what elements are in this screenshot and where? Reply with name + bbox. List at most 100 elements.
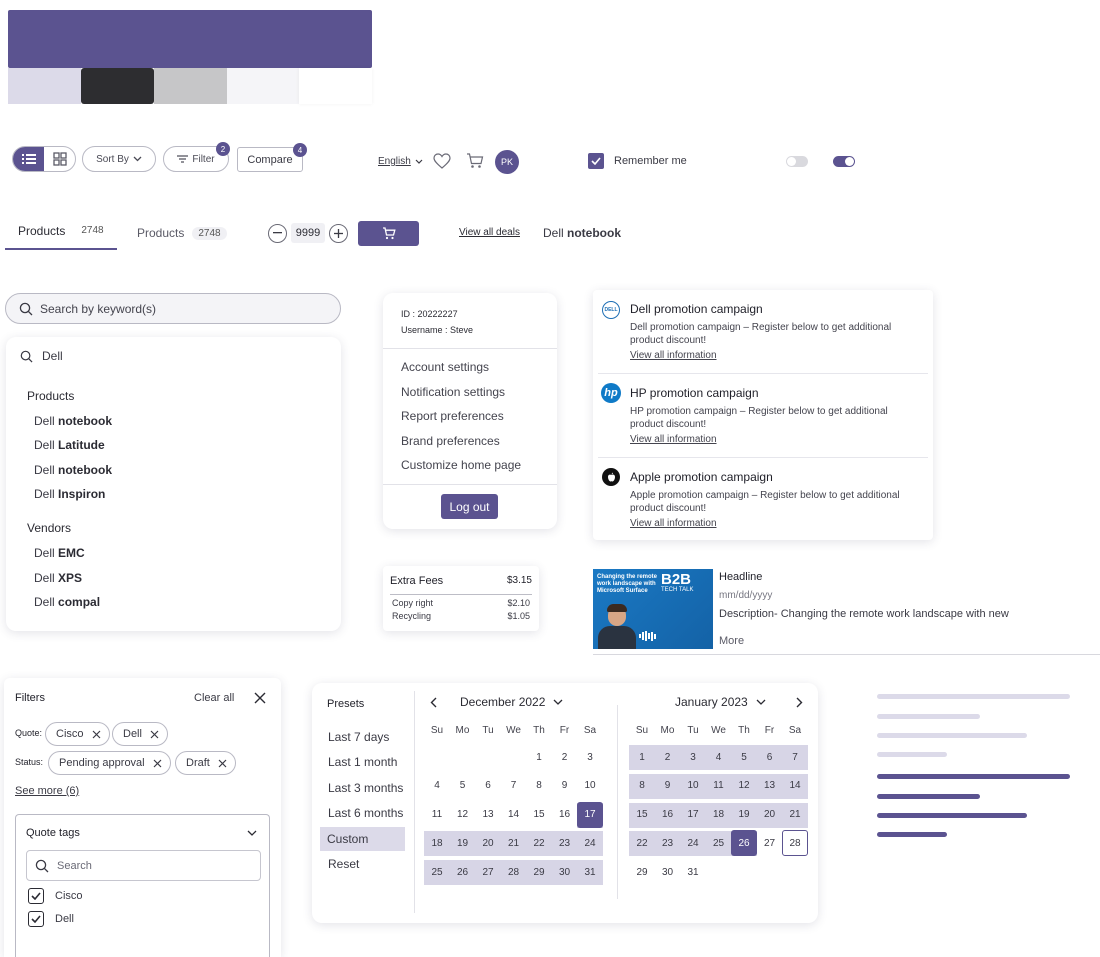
calendar-day[interactable]: 12	[456, 809, 469, 821]
calendar-day[interactable]: 10	[687, 780, 699, 792]
calendar-day[interactable]: 16	[661, 809, 674, 821]
suggestion-item[interactable]: Dell XPS	[34, 571, 82, 585]
close-icon[interactable]	[218, 759, 227, 768]
calendar-day[interactable]: 11	[713, 780, 724, 792]
calendar-day[interactable]: 21	[507, 837, 520, 849]
calendar-day[interactable]: 2	[664, 751, 671, 763]
tab-products-active[interactable]: Products 2748	[5, 224, 117, 250]
menu-item-report-preferences[interactable]: Report preferences	[401, 409, 504, 423]
calendar-day[interactable]: 2	[561, 751, 568, 763]
increment-button[interactable]	[329, 223, 348, 243]
calendar-day[interactable]: 4	[715, 751, 722, 763]
preset-last-7-days[interactable]: Last 7 days	[328, 730, 390, 744]
list-view-button[interactable]	[13, 147, 44, 171]
filter-chip[interactable]: Draft	[175, 751, 236, 775]
calendar-day[interactable]: 16	[558, 809, 571, 821]
calendar-day[interactable]: 3	[690, 751, 696, 763]
calendar-day[interactable]: 6	[766, 751, 773, 763]
promotion-item[interactable]: DELL Dell promotion campaign Dell promot…	[593, 290, 933, 373]
calendar-day[interactable]: 23	[661, 837, 674, 849]
close-icon[interactable]	[153, 759, 162, 768]
calendar-day[interactable]: 28	[507, 866, 520, 878]
sort-by-button[interactable]: Sort By	[82, 146, 156, 172]
calendar-day[interactable]: 15	[533, 809, 545, 821]
calendar-day[interactable]: 29	[636, 866, 648, 878]
calendar-day[interactable]: 24	[687, 837, 699, 849]
quote-tags-header[interactable]: Quote tags	[16, 815, 271, 849]
calendar-day[interactable]: 13	[482, 809, 494, 821]
calendar-day[interactable]: 13	[763, 780, 776, 792]
avatar[interactable]: PK	[495, 150, 519, 174]
calendar-day[interactable]: 31	[584, 866, 596, 878]
cart-button[interactable]	[466, 153, 484, 169]
filter-chip[interactable]: Pending approval	[48, 751, 171, 775]
calendar-day-selected[interactable]: 17	[577, 801, 603, 828]
view-all-information-link[interactable]: View all information	[630, 350, 717, 361]
article-card[interactable]: Changing the remote work landscape with …	[593, 569, 1100, 655]
calendar-day[interactable]: 27	[482, 866, 494, 878]
quantity-input[interactable]: 9999	[291, 223, 325, 243]
prev-month-button[interactable]	[430, 697, 437, 708]
add-to-cart-button[interactable]	[358, 221, 419, 246]
grid-view-button[interactable]	[44, 147, 75, 171]
search-input[interactable]: Search by keyword(s)	[5, 293, 341, 324]
close-button[interactable]	[254, 692, 266, 704]
toggle-on[interactable]	[833, 156, 855, 167]
menu-item-account-settings[interactable]: Account settings	[401, 360, 490, 374]
calendar-day[interactable]: 11	[431, 809, 443, 821]
view-all-information-link[interactable]: View all information	[630, 434, 717, 445]
calendar-day[interactable]: 14	[789, 780, 801, 792]
calendar-day[interactable]: 7	[510, 780, 517, 792]
calendar-day[interactable]: 1	[639, 751, 645, 763]
calendar-day[interactable]: 20	[482, 837, 494, 849]
preset-reset[interactable]: Reset	[328, 857, 360, 871]
calendar-day-today[interactable]: 28	[782, 830, 808, 857]
promotion-item[interactable]: Apple promotion campaign Apple promotion…	[593, 458, 933, 540]
calendar-day[interactable]: 9	[561, 780, 568, 792]
filter-chip[interactable]: Dell	[112, 722, 168, 746]
more-link[interactable]: More	[719, 635, 745, 647]
calendar-day[interactable]: 29	[533, 866, 545, 878]
suggestion-item[interactable]: Dell Latitude	[34, 438, 105, 452]
menu-item-customize-home-page[interactable]: Customize home page	[401, 458, 522, 472]
calendar-day[interactable]: 30	[661, 866, 674, 878]
calendar-day[interactable]: 10	[584, 780, 596, 792]
wishlist-button[interactable]	[433, 153, 451, 169]
tab-products[interactable]: Products 2748	[137, 226, 227, 240]
calendar-day[interactable]: 19	[456, 837, 469, 849]
menu-item-brand-preferences[interactable]: Brand preferences	[401, 434, 500, 448]
see-more-link[interactable]: See more (6)	[15, 785, 80, 797]
calendar-day[interactable]: 7	[792, 751, 798, 763]
menu-item-notification-settings[interactable]: Notification settings	[401, 385, 506, 399]
calendar-day[interactable]: 26	[456, 866, 469, 878]
decrement-button[interactable]	[268, 223, 287, 243]
month-selector[interactable]: January 2023	[675, 695, 766, 709]
calendar-day[interactable]: 25	[431, 866, 443, 878]
calendar-day[interactable]: 5	[459, 780, 466, 792]
calendar-day[interactable]: 20	[763, 809, 776, 821]
view-all-deals-link[interactable]: View all deals	[459, 227, 520, 238]
suggestion-item[interactable]: Dell notebook	[34, 414, 112, 428]
filter-chip[interactable]: Cisco	[45, 722, 110, 746]
calendar-day[interactable]: 24	[584, 837, 596, 849]
preset-last-3-months[interactable]: Last 3 months	[328, 781, 404, 795]
calendar-day[interactable]: 8	[536, 780, 542, 792]
calendar-day[interactable]: 25	[712, 837, 725, 849]
calendar-day[interactable]: 4	[434, 780, 440, 792]
language-selector[interactable]: English	[378, 156, 423, 167]
calendar-day[interactable]: 21	[789, 809, 801, 821]
suggestion-item[interactable]: Dell Inspiron	[34, 487, 105, 501]
remember-me-checkbox[interactable]: Remember me	[588, 153, 687, 169]
promotion-item[interactable]: hp HP promotion campaign HP promotion ca…	[593, 374, 933, 457]
calendar-day[interactable]: 19	[738, 809, 750, 821]
calendar-day[interactable]: 5	[741, 751, 747, 763]
calendar-day[interactable]: 18	[431, 837, 443, 849]
preset-custom-active[interactable]: Custom	[320, 827, 405, 851]
suggestion-item[interactable]: Dell compal	[34, 595, 100, 609]
calendar-day[interactable]: 9	[664, 780, 671, 792]
calendar-day[interactable]: 3	[587, 751, 593, 763]
view-all-information-link[interactable]: View all information	[630, 518, 717, 529]
clear-all-button[interactable]: Clear all	[194, 692, 235, 704]
calendar-day-selected[interactable]: 26	[731, 830, 757, 857]
calendar-day[interactable]: 27	[763, 837, 776, 849]
